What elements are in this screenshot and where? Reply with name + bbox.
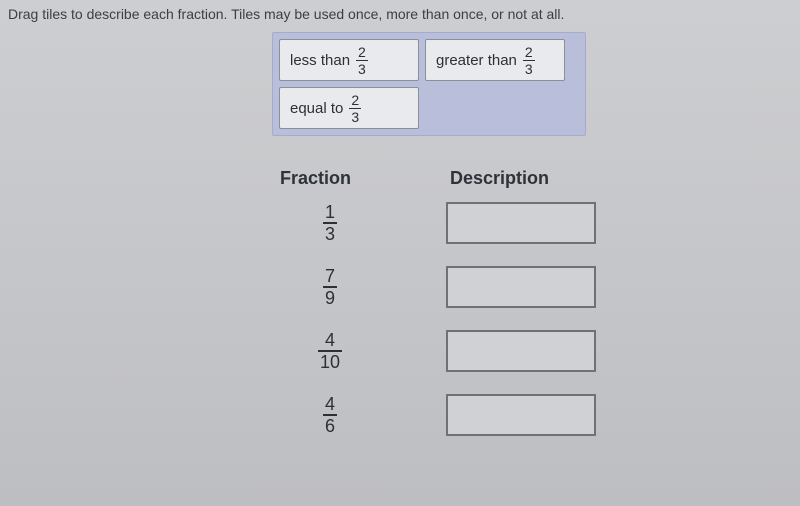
instructions-text: Drag tiles to describe each fraction. Ti… bbox=[8, 6, 792, 22]
tile-fraction: 2 3 bbox=[523, 45, 535, 76]
drop-slot[interactable] bbox=[446, 266, 596, 308]
fraction-denominator: 3 bbox=[523, 60, 535, 76]
fraction-numerator: 7 bbox=[323, 267, 337, 286]
table-row: 7 9 bbox=[280, 266, 600, 308]
tile-label: equal to bbox=[290, 100, 343, 117]
fraction-numerator: 2 bbox=[523, 45, 535, 60]
tile-label: greater than bbox=[436, 52, 517, 69]
row-fraction: 1 3 bbox=[323, 203, 337, 243]
fraction-denominator: 3 bbox=[349, 108, 361, 124]
fraction-denominator: 3 bbox=[323, 222, 337, 243]
tile-label: less than bbox=[290, 52, 350, 69]
fraction-numerator: 4 bbox=[323, 331, 337, 350]
drop-slot[interactable] bbox=[446, 202, 596, 244]
row-fraction: 4 10 bbox=[318, 331, 342, 371]
fraction-numerator: 2 bbox=[356, 45, 368, 60]
worksheet-page: Drag tiles to describe each fraction. Ti… bbox=[0, 0, 800, 506]
fraction-denominator: 9 bbox=[323, 286, 337, 307]
drop-slot[interactable] bbox=[446, 394, 596, 436]
tile-fraction: 2 3 bbox=[349, 93, 361, 124]
row-fraction: 7 9 bbox=[323, 267, 337, 307]
table-row: 1 3 bbox=[280, 202, 600, 244]
row-fraction: 4 6 bbox=[323, 395, 337, 435]
table-row: 4 6 bbox=[280, 394, 600, 436]
fraction-cell: 7 9 bbox=[280, 267, 380, 307]
header-fraction: Fraction bbox=[280, 168, 380, 189]
drop-slot[interactable] bbox=[446, 330, 596, 372]
fraction-cell: 4 10 bbox=[280, 331, 380, 371]
table-row: 4 10 bbox=[280, 330, 600, 372]
fraction-rows: 1 3 7 9 4 10 bbox=[280, 202, 600, 458]
tile-fraction: 2 3 bbox=[356, 45, 368, 76]
fraction-denominator: 3 bbox=[356, 60, 368, 76]
tile-less-than[interactable]: less than 2 3 bbox=[279, 39, 419, 81]
fraction-cell: 4 6 bbox=[280, 395, 380, 435]
fraction-denominator: 6 bbox=[323, 414, 337, 435]
fraction-numerator: 2 bbox=[349, 93, 361, 108]
column-headers: Fraction Description bbox=[280, 168, 600, 189]
fraction-cell: 1 3 bbox=[280, 203, 380, 243]
tile-equal-to[interactable]: equal to 2 3 bbox=[279, 87, 419, 129]
fraction-numerator: 4 bbox=[323, 395, 337, 414]
fraction-numerator: 1 bbox=[323, 203, 337, 222]
header-description: Description bbox=[450, 168, 600, 189]
fraction-denominator: 10 bbox=[318, 350, 342, 371]
tile-greater-than[interactable]: greater than 2 3 bbox=[425, 39, 565, 81]
tile-tray: less than 2 3 greater than 2 3 equal to … bbox=[272, 32, 586, 136]
